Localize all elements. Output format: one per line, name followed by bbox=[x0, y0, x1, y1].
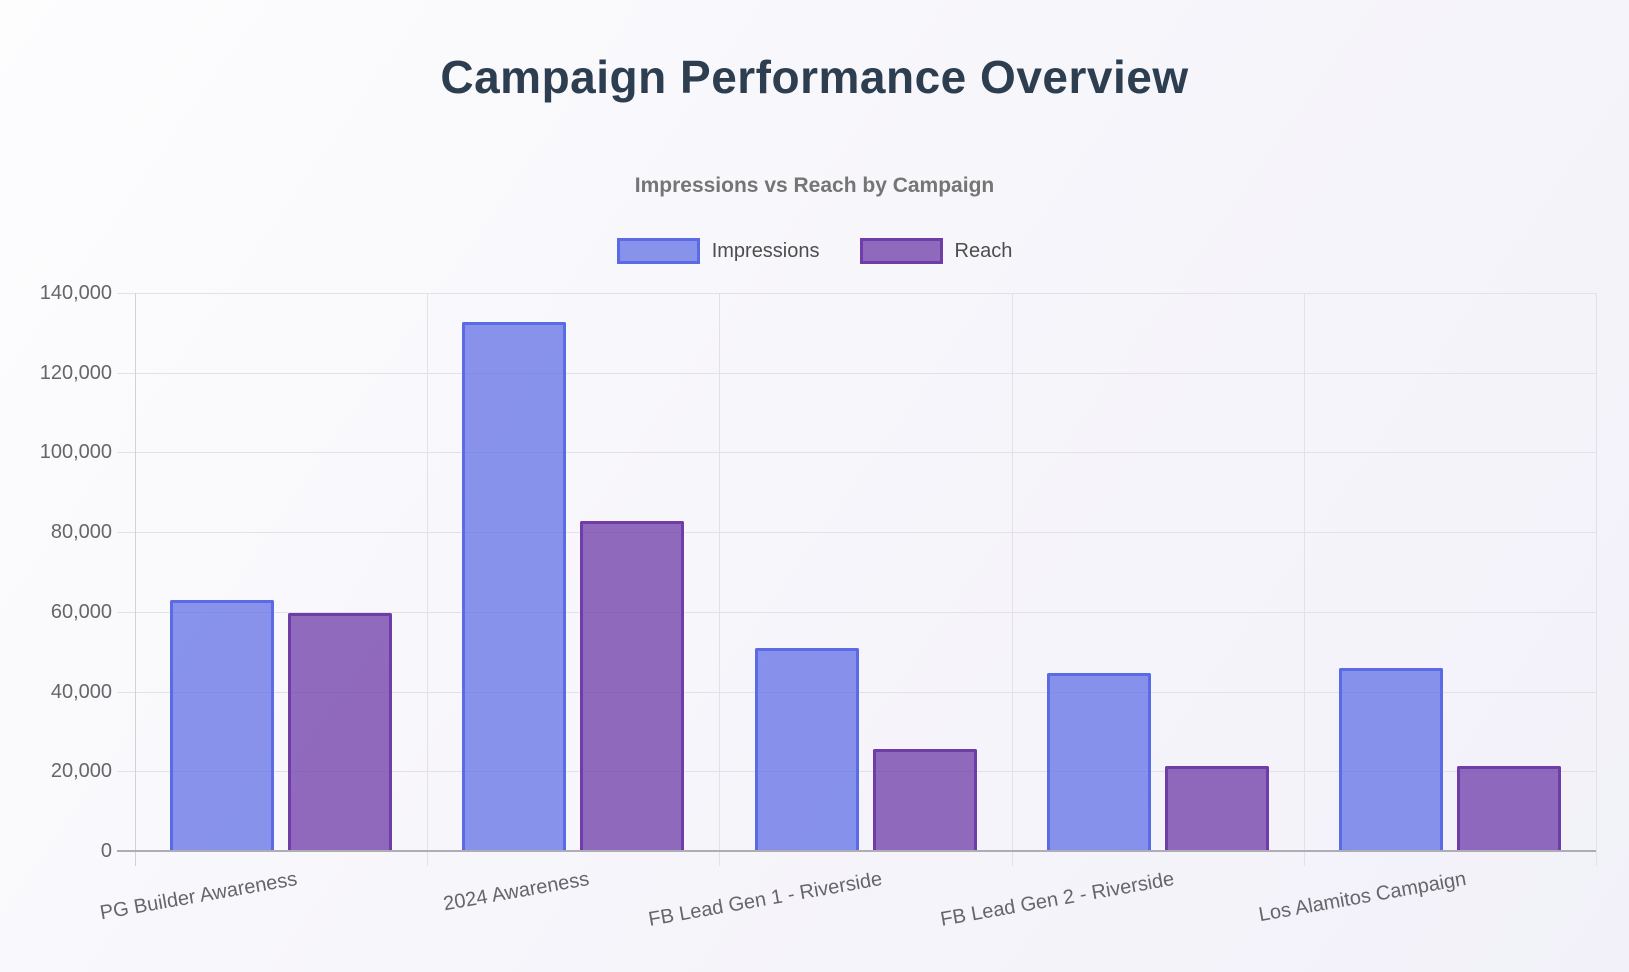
bar-reach-4[interactable] bbox=[1164, 766, 1269, 851]
x-axis-baseline bbox=[117, 850, 1596, 852]
y-axis-label: 20,000 bbox=[50, 760, 112, 783]
page-title: Campaign Performance Overview bbox=[440, 51, 1189, 103]
y-axis-label: 120,000 bbox=[39, 361, 112, 384]
bar-impressions-5[interactable] bbox=[1338, 668, 1443, 851]
y-axis-label: 80,000 bbox=[50, 521, 112, 544]
x-axis-label: 2024 Awareness bbox=[442, 868, 592, 916]
gridline-horizontal bbox=[117, 611, 1596, 613]
y-axis-label: 40,000 bbox=[50, 680, 112, 703]
bar-reach-5[interactable] bbox=[1456, 766, 1561, 851]
chart-legend: Impressions Reach bbox=[0, 238, 1629, 264]
legend-label-impressions: Impressions bbox=[711, 239, 820, 262]
x-axis-label: PG Builder Awareness bbox=[98, 868, 299, 925]
legend-label-reach: Reach bbox=[954, 239, 1013, 262]
gridline-horizontal bbox=[117, 532, 1596, 534]
gridline-vertical bbox=[1304, 293, 1305, 866]
y-axis-label: 0 bbox=[100, 840, 112, 862]
bar-impressions-2[interactable] bbox=[462, 322, 567, 851]
bar-impressions-1[interactable] bbox=[170, 600, 275, 851]
gridline-horizontal bbox=[117, 293, 1596, 294]
impressions-swatch-icon bbox=[616, 238, 700, 264]
legend-item-impressions[interactable]: Impressions bbox=[616, 238, 820, 264]
y-axis-label: 60,000 bbox=[50, 600, 112, 623]
x-axis-label: FB Lead Gen 2 - Riverside bbox=[938, 868, 1176, 931]
gridline-vertical bbox=[719, 293, 720, 866]
bar-reach-1[interactable] bbox=[288, 612, 393, 851]
y-axis-line bbox=[135, 293, 136, 866]
bar-impressions-3[interactable] bbox=[754, 648, 859, 851]
gridline-horizontal bbox=[117, 372, 1596, 374]
y-axis-label: 140,000 bbox=[39, 282, 112, 304]
y-axis-label: 100,000 bbox=[39, 441, 112, 464]
reach-swatch-icon bbox=[859, 238, 943, 264]
gridline-vertical bbox=[427, 293, 428, 866]
bar-impressions-4[interactable] bbox=[1046, 673, 1151, 851]
x-axis-label: FB Lead Gen 1 - Riverside bbox=[646, 868, 884, 931]
chart-subtitle: Impressions vs Reach by Campaign bbox=[634, 174, 995, 197]
gridline-vertical bbox=[1012, 293, 1013, 866]
x-axis-label: Los Alamitos Campaign bbox=[1256, 868, 1468, 927]
bar-reach-2[interactable] bbox=[580, 520, 685, 851]
gridline-vertical bbox=[1596, 293, 1597, 866]
bar-reach-3[interactable] bbox=[872, 748, 977, 851]
legend-item-reach[interactable]: Reach bbox=[859, 238, 1013, 264]
plot-area[interactable] bbox=[117, 293, 1597, 866]
gridline-horizontal bbox=[117, 452, 1596, 454]
